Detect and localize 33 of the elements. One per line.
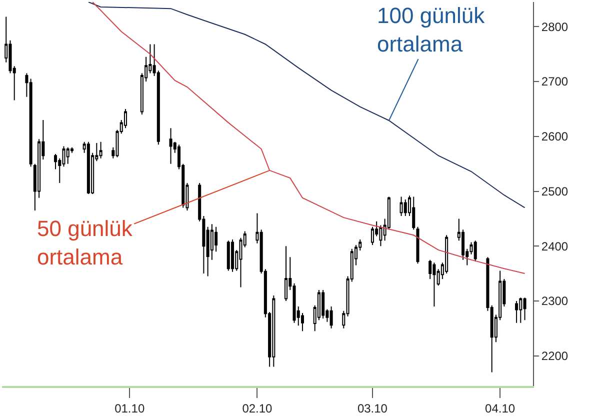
candlestick — [400, 196, 403, 216]
y-tick-label: 2800 — [541, 20, 568, 34]
candlestick — [515, 300, 518, 324]
x-tick-label: 02.10 — [242, 401, 273, 416]
x-tick-label: 01.10 — [114, 401, 145, 416]
y-tick-label: 2600 — [541, 130, 568, 144]
y-tick-label: 2300 — [541, 294, 568, 308]
y-tick-label: 2400 — [541, 239, 568, 254]
line-series — [88, 2, 526, 208]
y-tick-label: 2200 — [541, 349, 568, 364]
candlestick — [416, 226, 420, 264]
annotation: 100 günlük ortalama — [377, 3, 486, 57]
y-tick-label: 2500 — [541, 184, 568, 198]
candlestick — [474, 240, 477, 262]
candlestick — [272, 294, 276, 368]
candlestick — [330, 306, 333, 329]
candlestick — [66, 146, 70, 164]
x-tick-label: 03.10 — [357, 401, 388, 416]
y-tick-label: 2700 — [541, 74, 568, 89]
candlestick — [404, 198, 407, 216]
candlestick — [99, 141, 102, 159]
candlestick — [86, 141, 90, 194]
annotation: 50 günlük ortalama — [37, 216, 134, 270]
candlestick — [432, 262, 436, 307]
x-tick-label: 04.10 — [485, 401, 516, 416]
candlestick — [322, 290, 325, 320]
candlestick — [523, 297, 526, 321]
candlestick — [284, 246, 288, 302]
candlestick — [231, 239, 234, 272]
candlestick — [226, 240, 230, 272]
candlestick — [169, 128, 172, 164]
candlestick — [519, 297, 522, 324]
candlestick — [412, 196, 416, 230]
